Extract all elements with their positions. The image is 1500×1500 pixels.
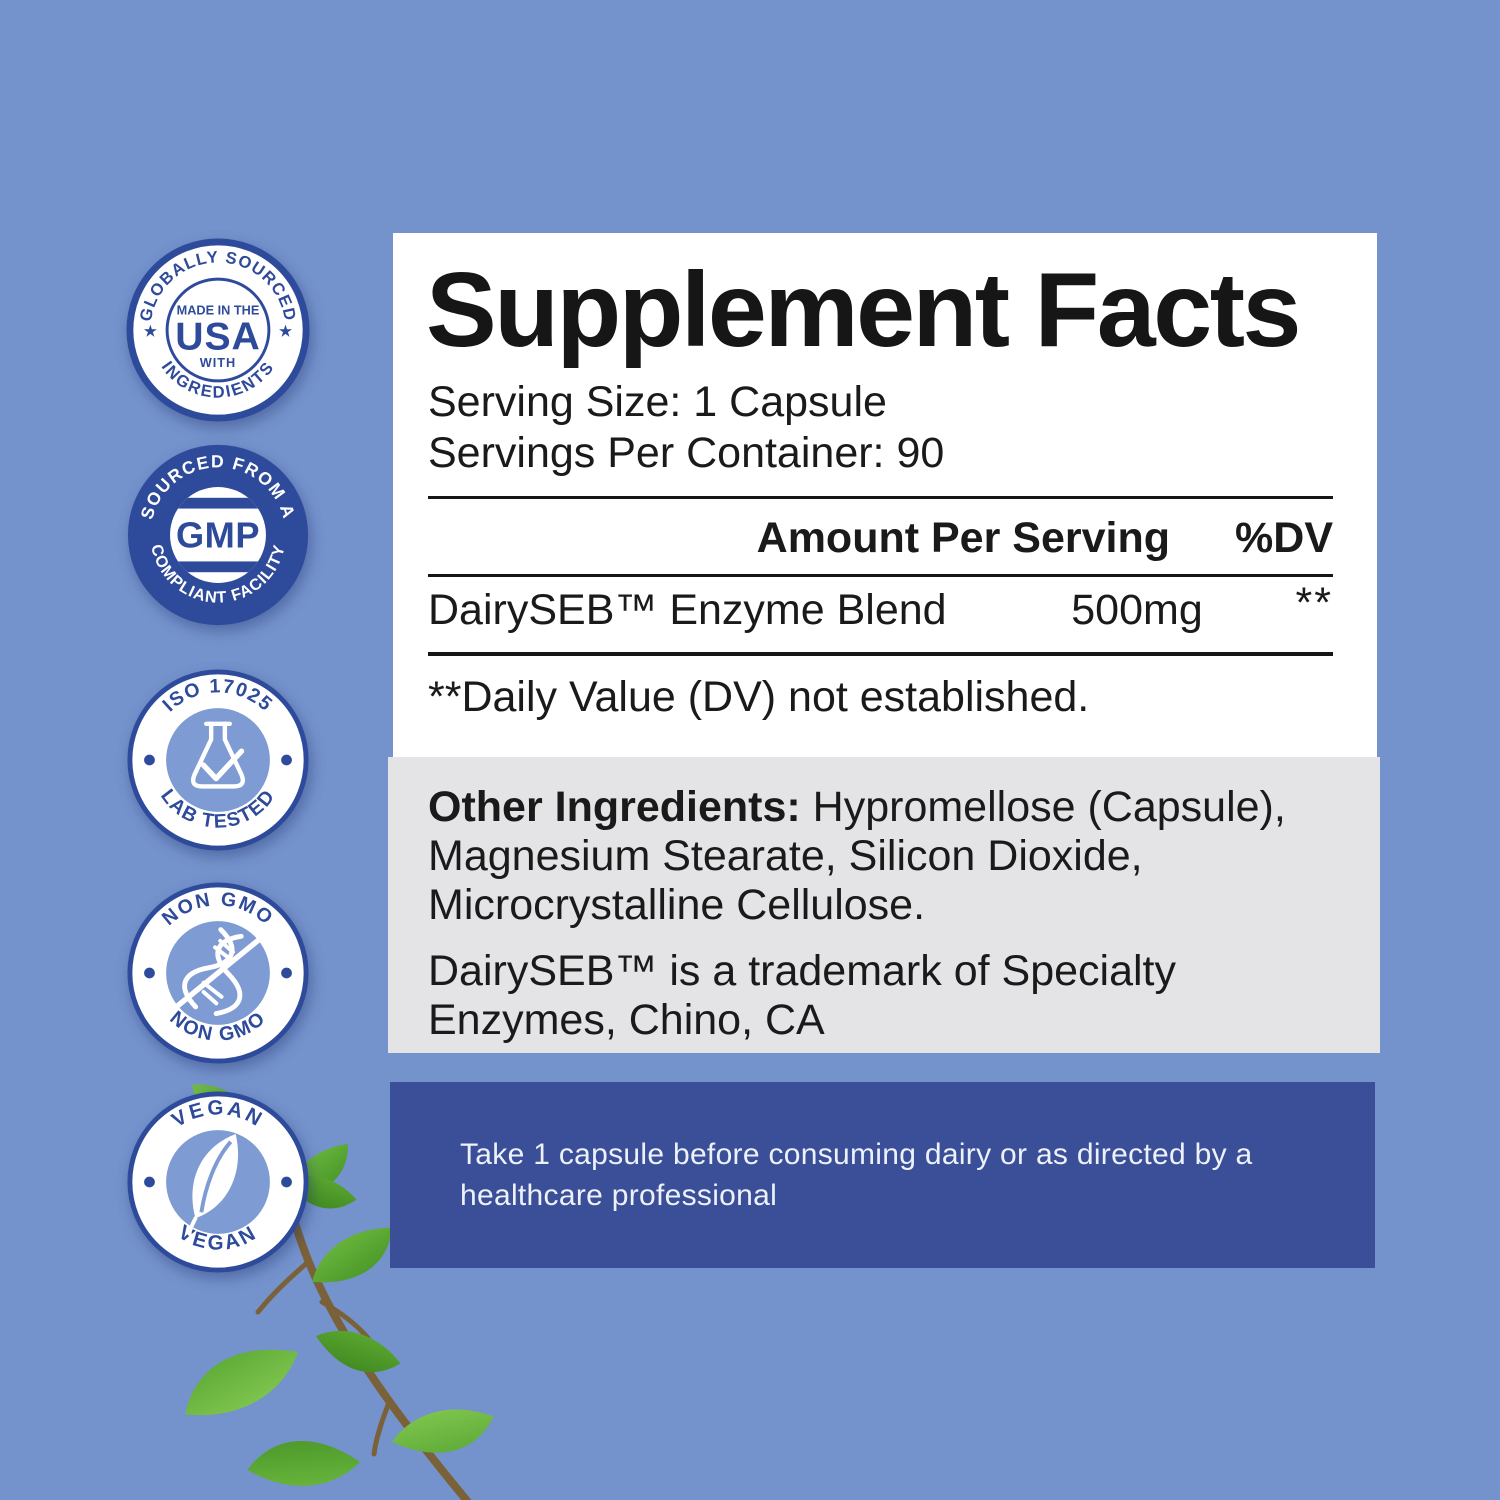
badge-center-line3: WITH (200, 355, 236, 370)
ingredient-name: DairySEB™ Enzyme Blend (428, 586, 947, 634)
gmp-bars (170, 497, 266, 573)
badge-center-line1: MADE IN THE (177, 302, 260, 317)
ingredient-amount: 500mg (1071, 586, 1203, 634)
badge-iso-17025: ISO 17025 LAB TESTED (127, 669, 309, 851)
dot-icon (144, 1176, 155, 1188)
other-ingredients-text: Other Ingredients: Hypromellose (Capsule… (428, 783, 1346, 930)
dv-footnote: **Daily Value (DV) not established. (428, 673, 1090, 721)
dv-header: %DV (1235, 514, 1333, 562)
page-title: Supplement Facts (426, 251, 1301, 369)
divider (428, 652, 1333, 656)
badge-inner-circle (165, 277, 271, 383)
dot-icon (281, 967, 292, 979)
servings-per-container-text: Servings Per Container: 90 (428, 429, 945, 477)
other-ingredients-label: Other Ingredients: (428, 783, 813, 831)
dot-icon (281, 754, 292, 766)
leaf-icon (187, 1134, 239, 1236)
badge-non-gmo: NON GMO NON GMO (127, 882, 309, 1064)
dot-icon (281, 1176, 292, 1188)
supplement-facts-panel: Supplement Facts Serving Size: 1 Capsule… (393, 233, 1377, 757)
divider (428, 574, 1333, 577)
other-ingredients-list: Hypromellose (Capsule), Magnesium Steara… (428, 783, 1286, 929)
divider (428, 496, 1333, 499)
amount-per-serving-header: Amount Per Serving (756, 514, 1170, 562)
badge-inner-circle (166, 708, 270, 812)
star-icon: ★ (279, 324, 293, 340)
dna-crossed-icon (173, 927, 263, 1017)
badge-center-line2: USA (175, 316, 261, 359)
directions-text: Take 1 capsule before consuming dairy or… (460, 1138, 1253, 1212)
serving-size-text: Serving Size: 1 Capsule (428, 378, 887, 426)
serving-info: Serving Size: 1 Capsule Servings Per Con… (428, 377, 944, 479)
badge-center-text: GMP (176, 515, 260, 556)
ingredient-dv: ** (1295, 579, 1333, 627)
directions-panel: Take 1 capsule before consuming dairy or… (390, 1082, 1375, 1268)
trademark-text: DairySEB™ is a trademark of Specialty En… (428, 947, 1176, 1044)
badge-inner-circle (170, 487, 266, 583)
badge-made-in-usa: GLOBALLY SOURCED INGREDIENTS ★ ★ MADE IN… (126, 238, 310, 422)
flask-check-icon (190, 721, 246, 789)
other-ingredients-panel: Other Ingredients: Hypromellose (Capsule… (388, 757, 1380, 1053)
badge-gmp: SOURCED FROM A COMPLIANT FACILITY GMP (127, 444, 309, 626)
dot-icon (144, 967, 155, 979)
badge-vegan: VEGAN VEGAN (127, 1091, 309, 1273)
dot-icon (144, 754, 155, 766)
star-icon: ★ (144, 324, 158, 340)
